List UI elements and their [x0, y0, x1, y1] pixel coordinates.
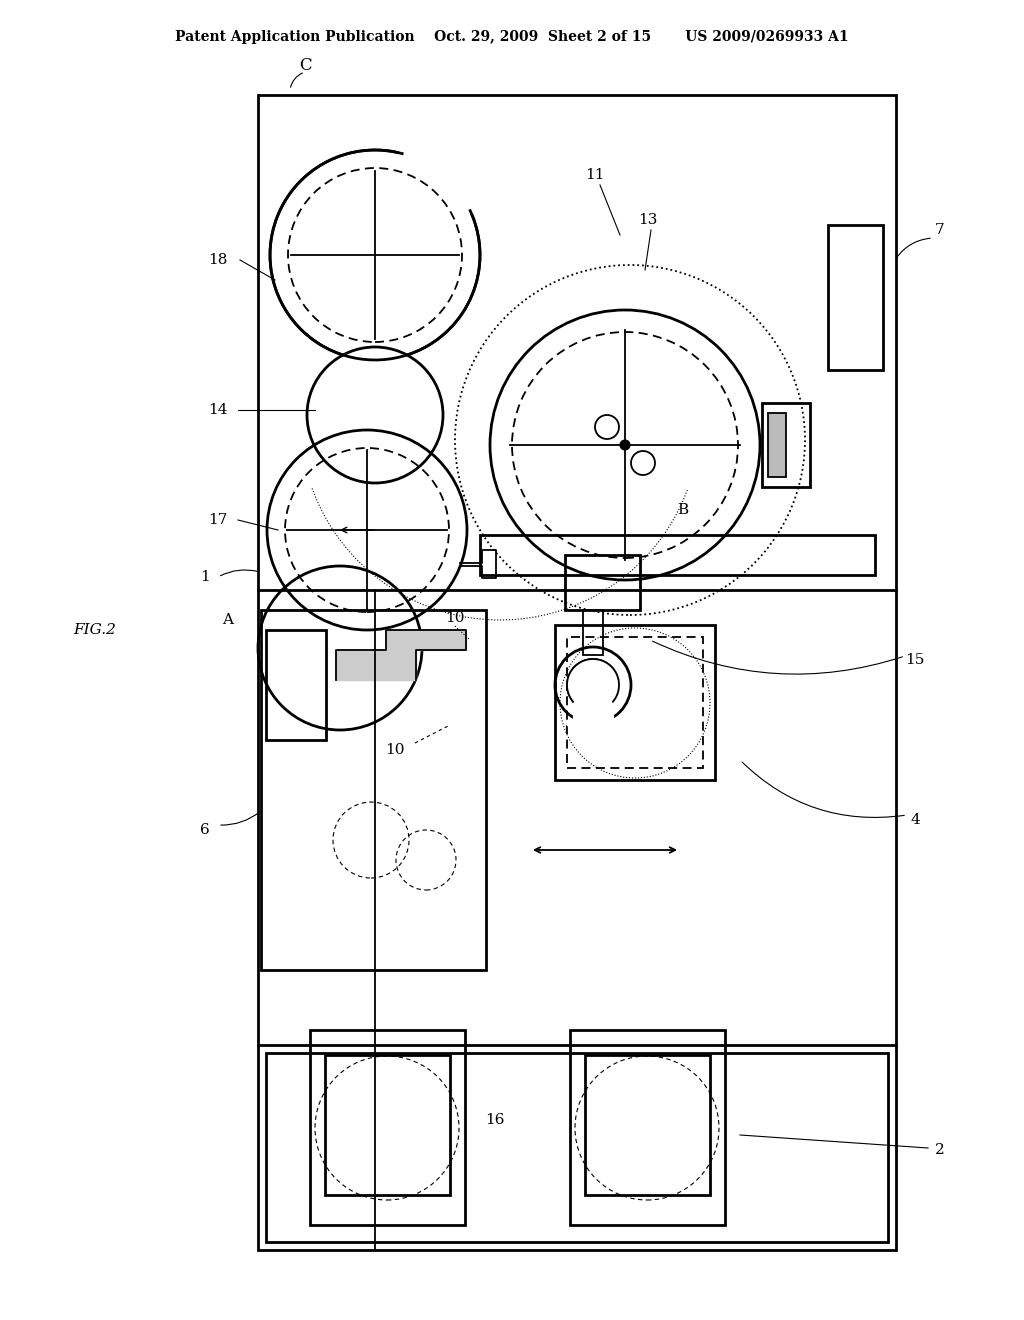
- Circle shape: [567, 659, 618, 711]
- Text: 2: 2: [935, 1143, 945, 1158]
- Text: 6: 6: [200, 822, 210, 837]
- Circle shape: [620, 440, 630, 450]
- Text: 1: 1: [200, 570, 210, 583]
- Text: 17: 17: [208, 513, 227, 527]
- Bar: [310, 1030, 465, 1225]
- Circle shape: [595, 414, 618, 440]
- Text: FIG.2: FIG.2: [74, 623, 117, 638]
- Bar: [762, 403, 810, 487]
- Bar: [480, 535, 874, 576]
- Bar: [266, 630, 326, 741]
- Bar: [583, 610, 603, 655]
- Circle shape: [631, 451, 655, 475]
- Bar: [585, 1055, 710, 1195]
- Bar: [555, 624, 715, 780]
- Text: 16: 16: [485, 1113, 505, 1127]
- Text: B: B: [678, 503, 688, 517]
- Text: 10: 10: [385, 743, 404, 756]
- Text: 13: 13: [638, 213, 657, 227]
- Text: 15: 15: [905, 653, 925, 667]
- Text: 14: 14: [208, 403, 227, 417]
- Polygon shape: [336, 630, 466, 680]
- Text: 18: 18: [208, 253, 227, 267]
- Bar: [258, 95, 896, 1250]
- Bar: [266, 1053, 888, 1242]
- Text: A: A: [222, 612, 233, 627]
- Bar: [768, 413, 786, 477]
- Bar: [325, 1055, 450, 1195]
- Circle shape: [307, 347, 443, 483]
- Text: 11: 11: [586, 168, 605, 182]
- Bar: [567, 638, 703, 768]
- Bar: [261, 610, 486, 970]
- Bar: [570, 1030, 725, 1225]
- Text: 4: 4: [910, 813, 920, 828]
- Bar: [828, 224, 883, 370]
- Text: 10: 10: [445, 611, 465, 624]
- Bar: [565, 554, 640, 610]
- Text: Patent Application Publication    Oct. 29, 2009  Sheet 2 of 15       US 2009/026: Patent Application Publication Oct. 29, …: [175, 30, 849, 44]
- Text: 7: 7: [935, 223, 945, 238]
- Text: C: C: [299, 57, 311, 74]
